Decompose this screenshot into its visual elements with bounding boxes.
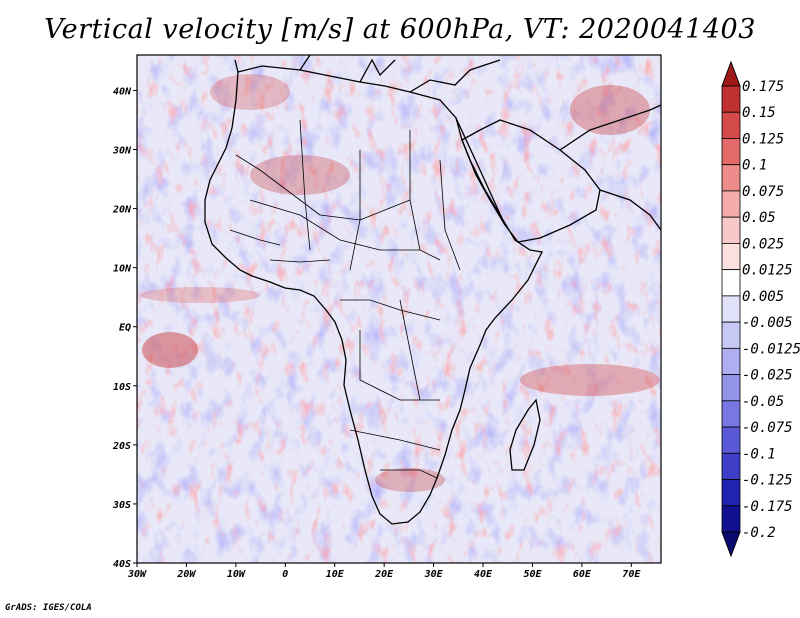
colorbar-swatch [721,164,741,192]
chart-title: Vertical velocity [m/s] at 600hPa, VT: 2… [44,14,756,45]
colorbar-label: -0.005 [742,315,793,331]
y-tick-label: 40N [113,86,132,97]
colorbar-swatch [721,111,741,139]
colorbar-label: -0.05 [742,394,784,410]
colorbar-bottom-triangle [721,531,741,558]
colorbar-swatch [721,400,741,428]
y-tick-label: 20N [112,205,132,216]
colorbar-top-triangle [721,60,741,87]
colorbar-swatch [721,190,741,218]
colorbar-swatch [721,452,741,480]
colorbar-label: 0.15 [742,105,776,121]
colorbar-label: 0.125 [742,131,784,147]
colorbar-label: 0.0125 [742,263,793,279]
colorbar-label: 0.175 [742,79,784,95]
colorbar-swatch [721,374,741,402]
shaded-field [137,55,661,563]
x-axis: 30W 20W 10W 0 10E 20E 30E 40E 50E 60E 70E [127,563,641,580]
colorbar-swatch [721,138,741,166]
y-tick-label: 10N [113,264,132,275]
colorbar-label: 0.025 [742,236,784,252]
x-tick-label: 20W [176,569,196,580]
colorbar-swatch [721,85,741,113]
plot-frame [136,54,662,564]
country-borders [229,119,461,479]
colorbar-label: -0.2 [742,525,776,541]
colorbar-label: -0.025 [742,368,793,384]
y-tick-label: 40S [113,559,131,570]
x-tick-label: 20E [374,569,394,580]
colorbar-label: -0.075 [742,420,793,436]
colorbar-label: -0.1 [742,446,776,462]
y-tick-label: 30S [112,500,131,511]
y-tick-label: 30N [112,146,132,157]
colorbar-swatch [721,321,741,349]
x-tick-label: 30E [424,569,444,580]
colorbar: 0.175 0.15 0.125 0.1 0.075 0.05 0.025 0.0125 0.0… [721,60,800,558]
colorbar-swatch [721,426,741,454]
x-tick-label: 60E [573,569,592,580]
colorbar-swatch [721,216,741,244]
colorbar-swatch [721,479,741,507]
y-axis: 40N 30N 20N 10N EQ 10S 20S 30S 40S [112,86,137,570]
coastlines [204,55,661,525]
colorbar-label: 0.1 [742,158,767,174]
x-tick-label: 30W [127,569,147,580]
y-tick-label: EQ [119,323,131,334]
colorbar-label: 0.075 [742,184,784,200]
colorbar-swatch [721,243,741,271]
colorbar-swatch [721,347,741,375]
colorbar-swatch [721,295,741,323]
colorbar-label: -0.125 [742,473,793,489]
x-tick-label: 40E [474,569,493,580]
y-tick-label: 20S [112,441,131,452]
x-tick-label: 10E [326,569,345,580]
y-tick-label: 10S [113,382,131,393]
x-tick-label: 10W [227,569,246,580]
x-tick-label: 50E [523,569,542,580]
colorbar-label: -0.0125 [742,341,800,357]
colorbar-swatch [721,505,741,533]
credit-label: GrADS: IGES/COLA [5,603,92,613]
colorbar-swatch [721,269,741,297]
colorbar-label: 0.005 [742,289,784,305]
x-tick-label: 70E [622,569,641,580]
x-tick-label: 0 [282,569,288,580]
colorbar-label: 0.05 [742,210,776,226]
colorbar-label: -0.175 [742,499,793,515]
